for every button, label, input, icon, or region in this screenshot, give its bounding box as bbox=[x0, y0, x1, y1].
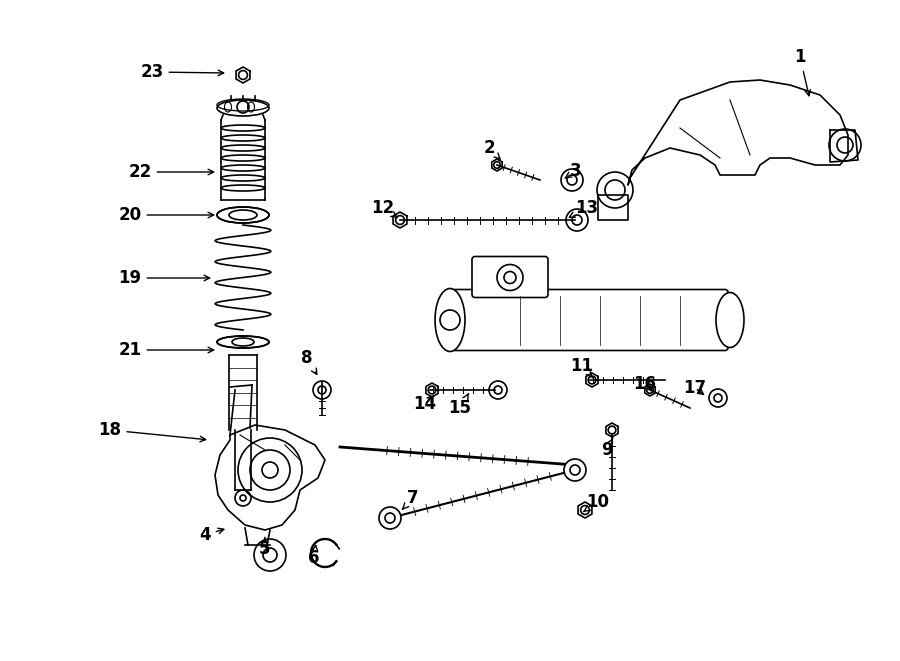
Polygon shape bbox=[830, 130, 858, 162]
Text: 18: 18 bbox=[98, 421, 206, 442]
Text: 10: 10 bbox=[583, 493, 609, 512]
Text: 17: 17 bbox=[683, 379, 706, 397]
Text: 1: 1 bbox=[794, 48, 811, 96]
Circle shape bbox=[379, 507, 401, 529]
Text: 12: 12 bbox=[372, 199, 398, 217]
Circle shape bbox=[564, 459, 586, 481]
Text: 8: 8 bbox=[302, 349, 317, 374]
Polygon shape bbox=[628, 80, 848, 185]
FancyBboxPatch shape bbox=[472, 256, 548, 297]
Text: 19: 19 bbox=[119, 269, 210, 287]
Text: 16: 16 bbox=[634, 375, 656, 393]
Polygon shape bbox=[598, 195, 628, 220]
Text: 9: 9 bbox=[601, 438, 613, 459]
Ellipse shape bbox=[435, 288, 465, 352]
FancyBboxPatch shape bbox=[452, 290, 728, 350]
Polygon shape bbox=[215, 425, 325, 530]
Ellipse shape bbox=[217, 336, 269, 348]
Circle shape bbox=[597, 172, 633, 208]
Text: 7: 7 bbox=[402, 489, 418, 510]
Circle shape bbox=[238, 438, 302, 502]
Text: 21: 21 bbox=[119, 341, 213, 359]
Text: 6: 6 bbox=[308, 545, 320, 567]
Text: 13: 13 bbox=[570, 199, 599, 217]
Text: 5: 5 bbox=[258, 537, 270, 558]
Text: 22: 22 bbox=[129, 163, 213, 181]
Text: 14: 14 bbox=[413, 395, 436, 413]
Text: 2: 2 bbox=[483, 139, 500, 159]
Text: 15: 15 bbox=[448, 394, 472, 417]
Text: 23: 23 bbox=[140, 63, 224, 81]
Text: 4: 4 bbox=[199, 526, 224, 544]
Circle shape bbox=[829, 129, 861, 161]
Ellipse shape bbox=[716, 293, 744, 348]
Ellipse shape bbox=[217, 100, 269, 116]
Ellipse shape bbox=[217, 207, 269, 223]
Text: 20: 20 bbox=[119, 206, 213, 224]
Text: 3: 3 bbox=[565, 162, 581, 180]
Text: 11: 11 bbox=[571, 357, 593, 378]
